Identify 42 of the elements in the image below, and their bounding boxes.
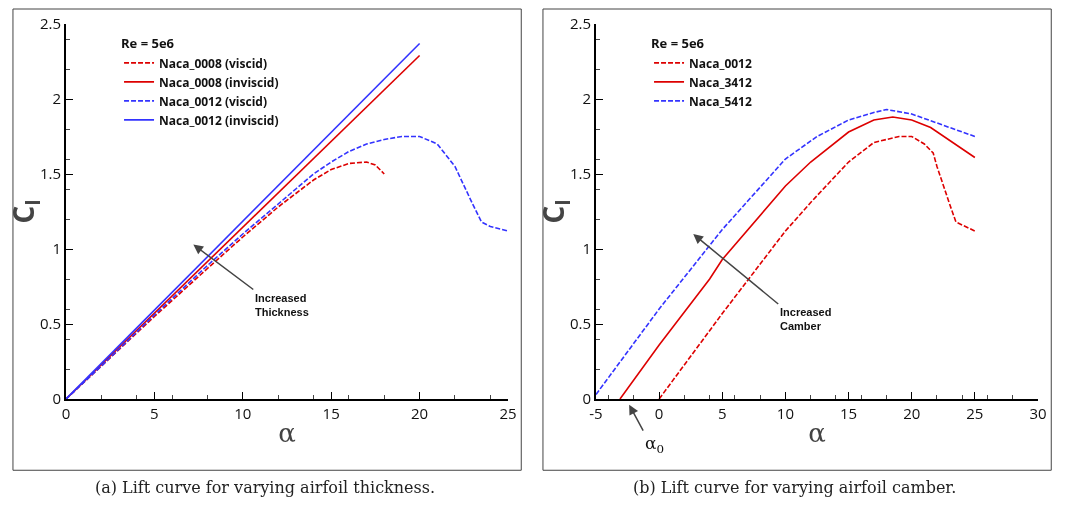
legend-label: Naca_0008 (viscid)	[159, 54, 267, 72]
annotation: Increased Thickness	[255, 292, 309, 319]
legend-label: Naca_0012	[689, 54, 752, 72]
legend-label: Naca_5412	[689, 92, 752, 110]
y-tick-label: 0.5	[569, 313, 591, 334]
x-tick-label: 25	[966, 403, 984, 423]
x-tick-label: 10	[776, 403, 795, 423]
x-axis-title: α	[808, 418, 826, 449]
x-tick-label: 0	[654, 403, 664, 423]
x-tick-label: 20	[411, 403, 429, 423]
legend-label: Naca_0012 (inviscid)	[159, 111, 279, 129]
text: (b) Lift curve for varying airfoil camber.	[633, 478, 957, 497]
y-tick-label: 2.5	[39, 13, 61, 34]
y-tick-label: 2	[582, 88, 591, 109]
annotation: Increased Camber	[780, 306, 832, 333]
x-tick-label: 15	[322, 403, 340, 423]
legend-title: Re = 5e6	[651, 34, 705, 53]
legend-label: Naca_3412	[689, 73, 752, 91]
legend-title: Re = 5e6	[121, 34, 175, 53]
y-tick-label: 0	[52, 388, 61, 409]
y-tick-label: 1	[52, 238, 61, 259]
x-tick-label: 5	[150, 403, 159, 423]
x-tick-label: 25	[499, 403, 517, 423]
x-tick-label: 30	[1029, 403, 1047, 423]
line-series	[658, 135, 976, 399]
x-tick-label: 10	[234, 403, 252, 423]
y-tick-label: 1.5	[569, 163, 591, 184]
x-axis-title: α	[278, 418, 296, 449]
y-tick-label: 1	[582, 238, 591, 259]
x-tick-label: 20	[903, 403, 921, 423]
y-tick-label: 2.5	[569, 13, 591, 34]
legend-label: Naca_0012 (viscid)	[159, 92, 267, 110]
legend-label: Naca_0008 (inviscid)	[159, 73, 279, 91]
x-tick-label: 15	[839, 403, 858, 423]
y-tick-label: 0	[582, 388, 591, 409]
y-tick-label: 1.5	[39, 163, 61, 184]
y-tick-label: 2	[52, 88, 61, 109]
y-tick-label: 0.5	[39, 313, 61, 334]
x-tick-label: -5	[589, 403, 603, 423]
x-tick-label: 5	[718, 403, 727, 423]
text: (a) Lift curve for varying airfoil thickness.	[95, 478, 436, 497]
text: α$_{0}$	[645, 433, 665, 456]
